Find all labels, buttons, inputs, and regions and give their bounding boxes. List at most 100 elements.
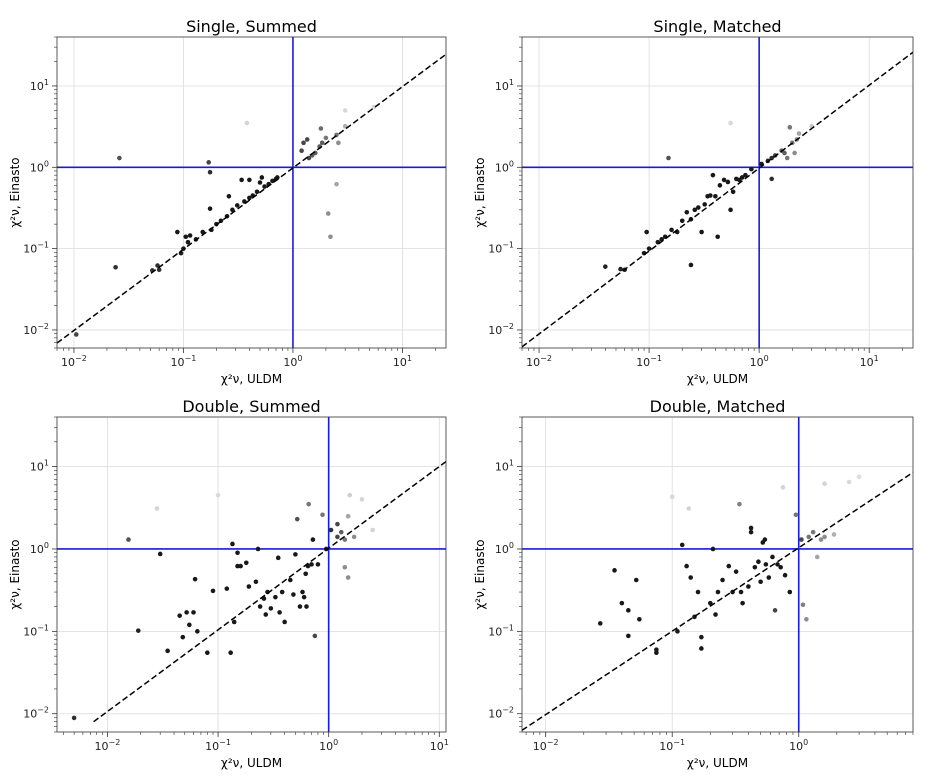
data-point xyxy=(856,474,862,480)
data-point xyxy=(294,516,300,522)
x-tick-label: 10−2 xyxy=(526,354,552,369)
minor-ticks xyxy=(519,36,903,351)
data-point xyxy=(157,551,163,557)
data-point xyxy=(810,529,816,535)
y-tick-label: 10−1 xyxy=(23,241,49,256)
data-point xyxy=(626,633,631,639)
minor-ticks xyxy=(54,36,436,351)
data-point xyxy=(342,108,348,113)
minor-ticks xyxy=(519,416,914,735)
data-point xyxy=(666,155,671,161)
data-point xyxy=(804,617,809,622)
data-point xyxy=(273,594,278,600)
x-tick-label: 100 xyxy=(789,738,808,753)
data-point xyxy=(799,537,804,542)
y-tick-label: 10−2 xyxy=(488,322,514,337)
data-point xyxy=(756,559,761,565)
data-point xyxy=(766,575,772,580)
data-point xyxy=(277,610,282,615)
data-point xyxy=(299,148,304,153)
data-point xyxy=(238,563,243,569)
data-point xyxy=(784,155,790,161)
x-tick-label: 101 xyxy=(430,738,449,753)
data-point xyxy=(740,600,745,606)
data-point xyxy=(301,140,306,146)
x-tick-label: 100 xyxy=(283,354,302,369)
data-point xyxy=(335,521,340,527)
data-point xyxy=(279,589,285,595)
y-axis-label: χ²ν, Einasto xyxy=(8,539,22,609)
data-point xyxy=(303,571,309,577)
data-point xyxy=(743,172,748,178)
data-point xyxy=(185,239,191,245)
data-point xyxy=(323,135,329,141)
data-point xyxy=(846,479,852,485)
x-tick-label: 10−1 xyxy=(659,738,685,753)
data-point xyxy=(646,246,652,251)
data-point xyxy=(187,233,193,238)
data-point xyxy=(207,206,213,211)
data-point xyxy=(782,150,787,156)
data-point xyxy=(230,541,235,547)
y-tick-label: 100 xyxy=(495,159,514,174)
data-point xyxy=(679,218,685,224)
grid xyxy=(522,417,913,732)
data-point xyxy=(207,169,213,175)
data-point xyxy=(669,494,675,500)
data-point xyxy=(702,202,707,207)
x-tick-label: 101 xyxy=(860,354,879,369)
data-point xyxy=(342,537,348,542)
data-point xyxy=(684,209,690,215)
data-point xyxy=(113,264,118,270)
data-point xyxy=(371,104,377,110)
data-point xyxy=(699,229,704,235)
data-point xyxy=(780,485,786,490)
data-point xyxy=(707,600,713,606)
data-point xyxy=(675,629,680,634)
data-point xyxy=(315,562,321,567)
grid xyxy=(522,37,913,348)
data-point xyxy=(715,234,720,240)
x-tick-label: 10−2 xyxy=(95,738,121,753)
data-point xyxy=(752,564,758,570)
data-point xyxy=(71,715,77,721)
y-tick-label: 100 xyxy=(30,541,49,556)
data-point xyxy=(165,648,170,654)
data-point xyxy=(633,577,639,583)
data-point xyxy=(733,569,739,574)
data-point xyxy=(206,160,211,165)
data-point xyxy=(320,512,325,518)
data-point xyxy=(748,529,754,535)
chart-title: Double, Matched xyxy=(650,397,786,416)
grid xyxy=(57,37,446,348)
data-point xyxy=(318,126,324,131)
data-point xyxy=(342,564,348,570)
y-tick-label: 10−2 xyxy=(488,706,514,721)
data-point xyxy=(257,180,263,185)
x-tick-label: 10−2 xyxy=(533,738,559,753)
data-point xyxy=(183,234,189,240)
data-point xyxy=(270,178,275,184)
data-point xyxy=(306,501,312,507)
x-tick-label: 10−2 xyxy=(61,354,87,369)
data-point xyxy=(787,589,793,595)
data-point xyxy=(739,175,745,180)
x-axis-label: χ²ν, ULDM xyxy=(687,372,748,386)
data-point xyxy=(688,575,693,580)
data-point xyxy=(319,140,325,146)
data-point xyxy=(345,575,351,580)
x-tick-label: 101 xyxy=(393,354,412,369)
data-point xyxy=(244,120,250,126)
data-point xyxy=(626,608,631,613)
data-point xyxy=(708,193,713,198)
y-axis-label: χ²ν, Einasto xyxy=(473,157,487,227)
data-point xyxy=(253,579,259,585)
data-point xyxy=(822,534,827,540)
data-point xyxy=(699,646,704,651)
data-point xyxy=(763,562,769,567)
data-point xyxy=(692,207,698,213)
data-point xyxy=(637,617,642,622)
data-point xyxy=(263,612,269,617)
data-point xyxy=(720,577,725,583)
